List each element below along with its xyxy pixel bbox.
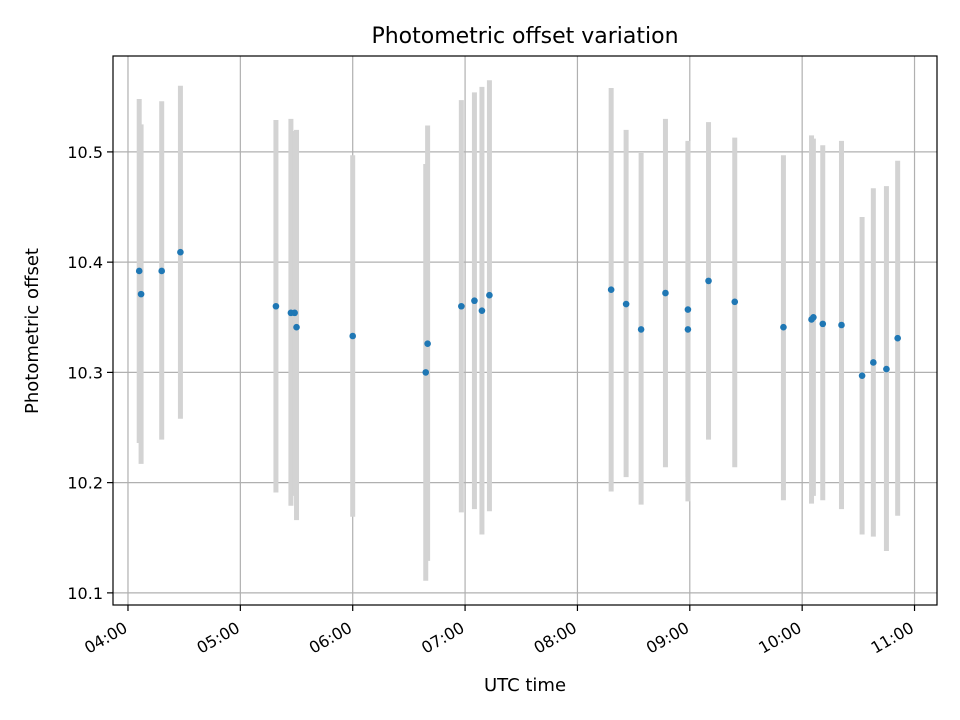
y-tick-label: 10.5: [67, 143, 103, 162]
data-point: [731, 298, 739, 306]
data-point: [422, 369, 430, 376]
data-point: [293, 323, 300, 331]
data-point: [838, 321, 845, 329]
data-point: [478, 307, 486, 314]
data-point: [684, 306, 692, 313]
data-point: [705, 277, 712, 285]
axes-frame: [112, 55, 938, 606]
data-point: [622, 300, 630, 308]
data-point: [894, 334, 901, 342]
data-point: [870, 359, 877, 366]
data-point: [662, 289, 669, 297]
data-point: [810, 313, 817, 321]
y-tick-label: 10.4: [67, 253, 103, 272]
chart-title: Photometric offset variation: [371, 24, 678, 49]
y-tick-label: 10.3: [67, 363, 103, 382]
data-point: [177, 248, 184, 256]
y-tick-label: 10.2: [67, 474, 103, 493]
data-point: [349, 332, 357, 340]
data-point: [607, 286, 615, 294]
data-point: [135, 267, 143, 275]
x-axis-label: UTC time: [484, 675, 566, 696]
data-point: [637, 326, 645, 333]
data-point: [158, 267, 165, 275]
data-point: [424, 340, 431, 348]
data-point: [486, 291, 493, 299]
data-point: [272, 302, 280, 310]
point-layer: [135, 248, 901, 379]
data-point: [883, 365, 890, 373]
data-point: [684, 326, 692, 333]
data-point: [858, 372, 866, 379]
data-point: [819, 320, 827, 328]
data-point: [137, 290, 145, 298]
y-tick-label: 10.1: [67, 584, 103, 603]
data-point: [458, 302, 465, 310]
y-axis-label: Photometric offset: [22, 248, 43, 414]
data-point: [291, 309, 298, 317]
data-point: [471, 297, 478, 305]
data-point: [780, 323, 787, 331]
